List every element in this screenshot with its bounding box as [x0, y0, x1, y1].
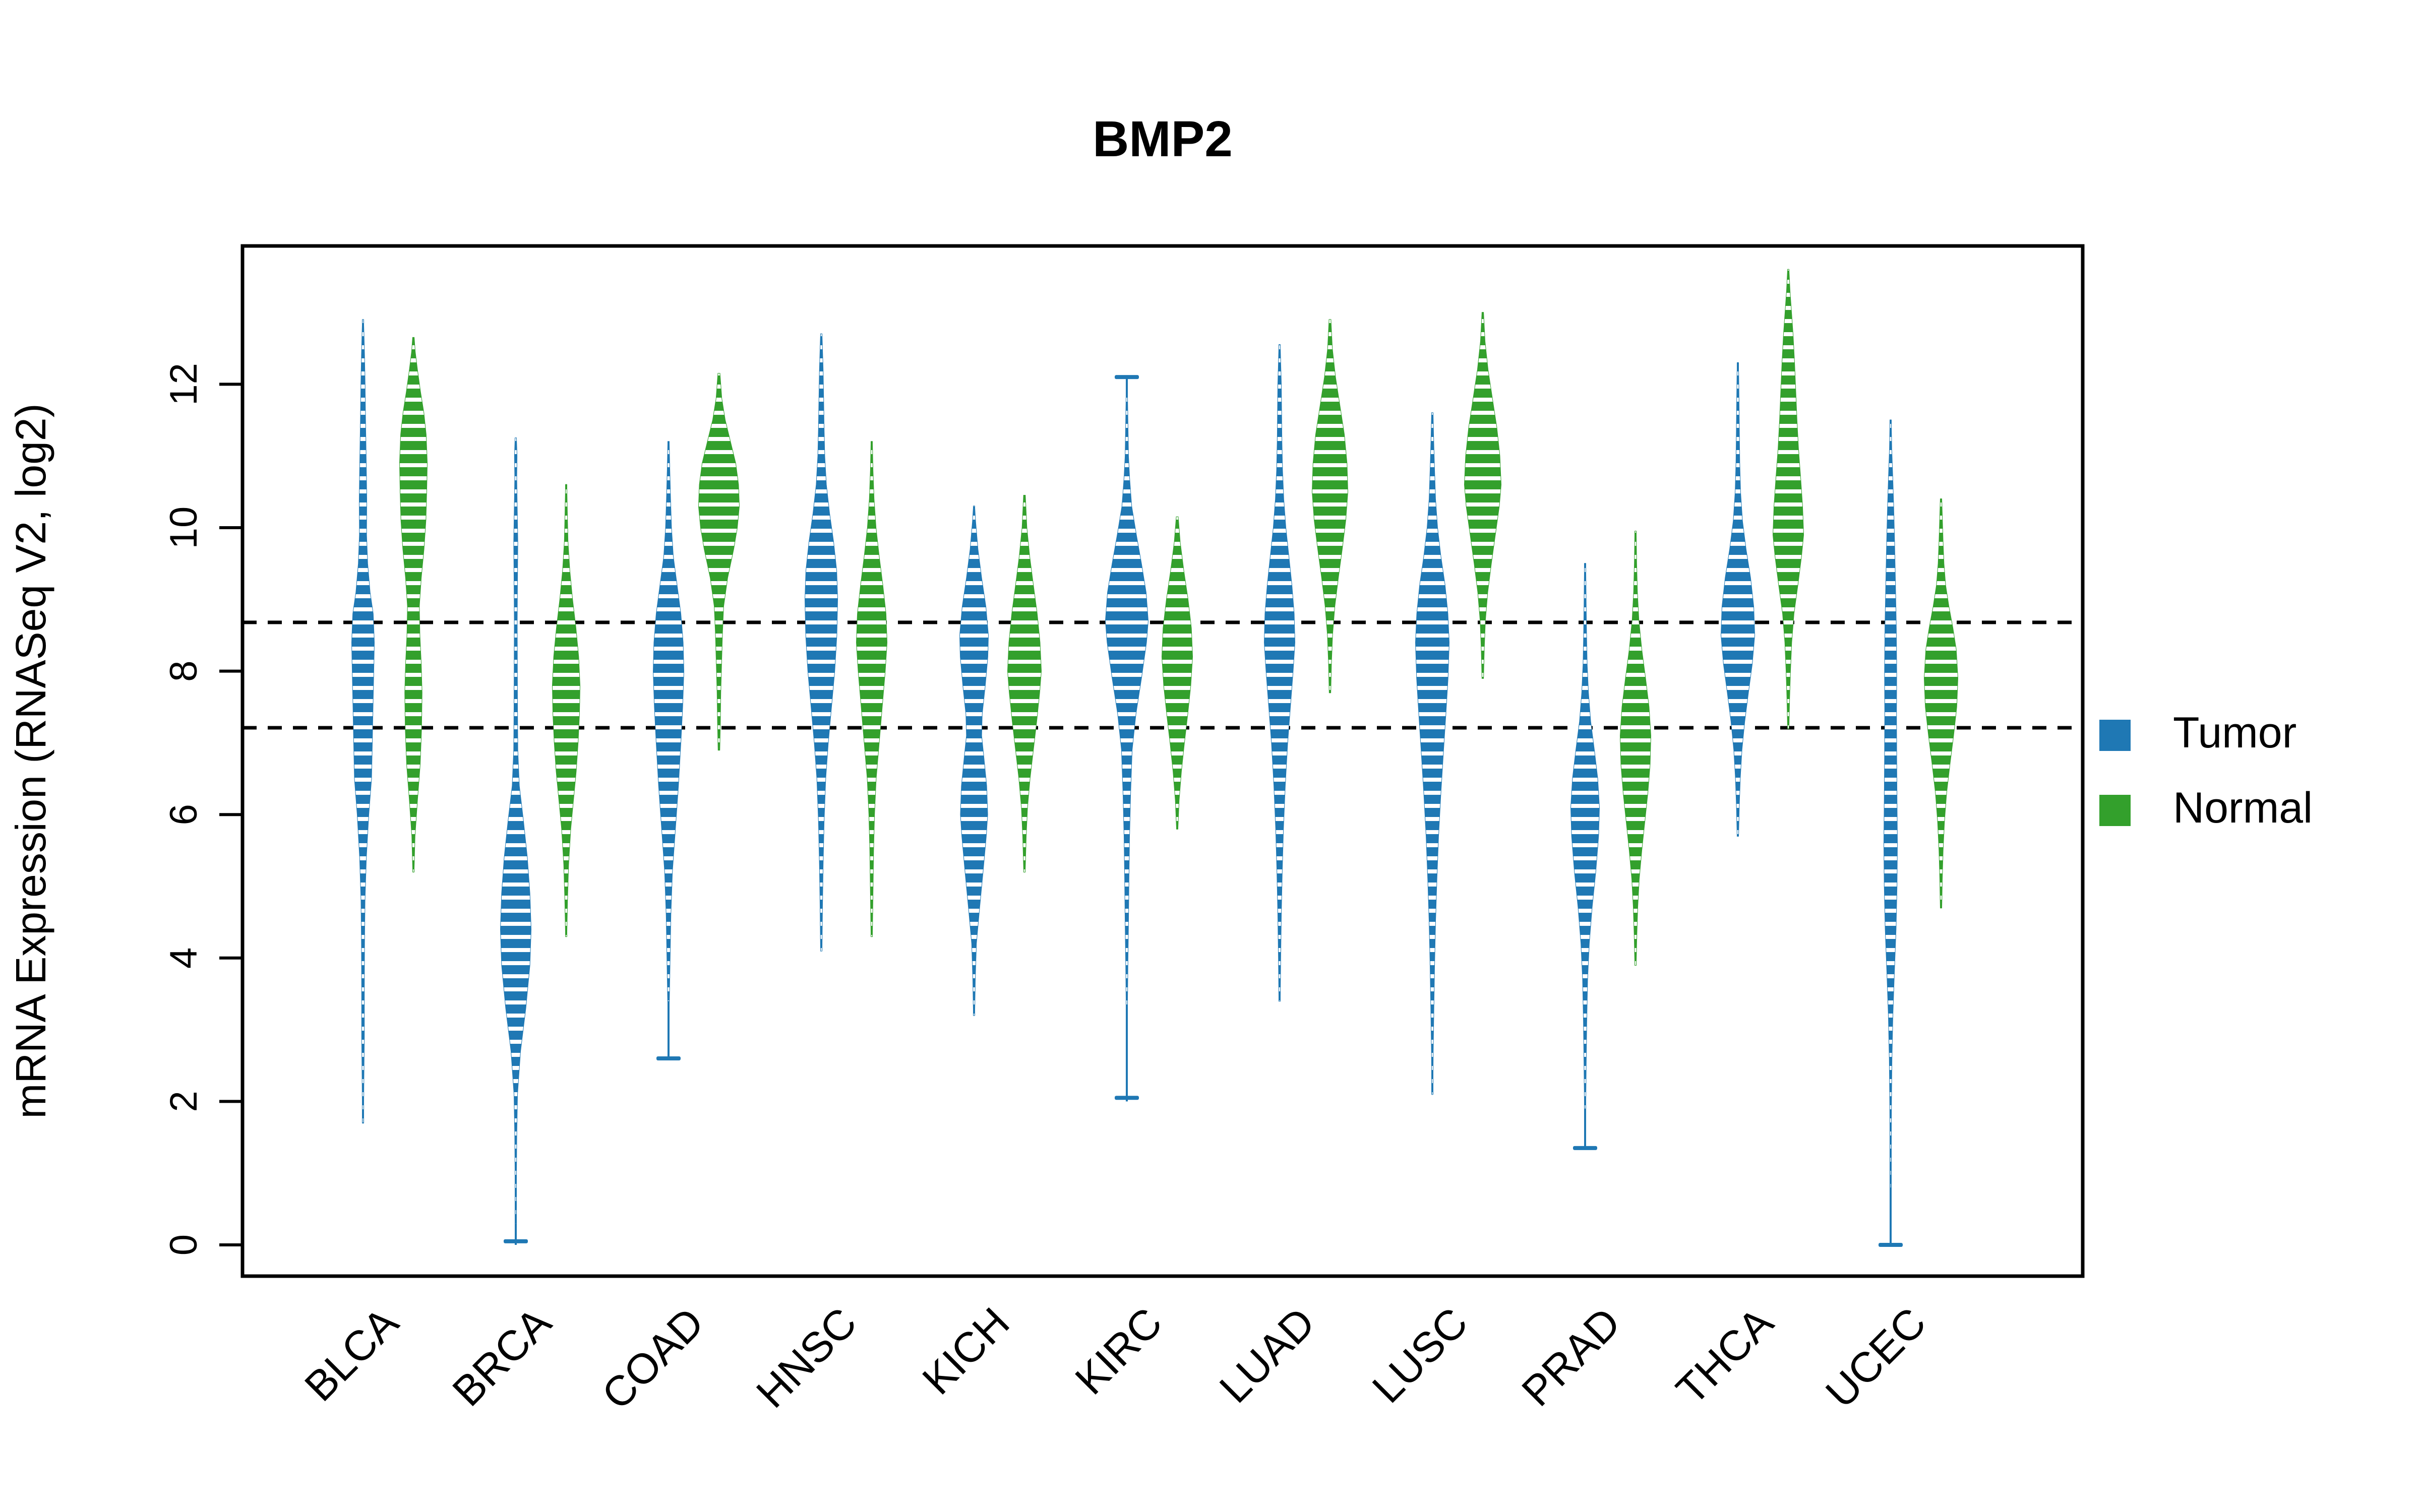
- violin-dash-texture: [1416, 413, 1449, 1095]
- reference-lines: [243, 620, 2083, 730]
- violin-normal-prad: [1619, 531, 1652, 966]
- outlier-dash: [1115, 375, 1139, 380]
- violin-tumor-kich: [959, 506, 989, 1016]
- violin-tumor-coad: [652, 441, 685, 1061]
- violin-tumor-blca: [351, 319, 375, 1124]
- violin-dash-texture: [1571, 563, 1599, 1109]
- chart-title: BMP2: [1093, 111, 1233, 167]
- legend-label-tumor: Tumor: [2173, 709, 2296, 757]
- legend: Tumor Normal: [2099, 709, 2313, 832]
- violin-tumor-brca: [500, 437, 532, 1245]
- violin-tumor-ucec: [1879, 419, 1903, 1247]
- violin-normal-brca: [552, 484, 581, 937]
- violin-dash-texture: [857, 442, 887, 937]
- violin-dash-texture: [1620, 531, 1651, 965]
- y-tick-label: 8: [162, 660, 205, 681]
- violin-normal-kirc: [1161, 516, 1193, 830]
- violin-dash-texture: [1312, 320, 1348, 693]
- violin-tumor-luad: [1263, 344, 1296, 1002]
- y-tick-label: 4: [162, 948, 205, 969]
- y-tick-label: 6: [162, 804, 205, 825]
- violin-dash-texture: [699, 373, 739, 750]
- y-axis: 0 2 4 6 8 10 12: [162, 363, 243, 1255]
- violin-normal-kich: [1007, 495, 1042, 872]
- legend-swatch-normal: [2099, 795, 2131, 826]
- violin-dash-texture: [501, 438, 531, 1224]
- violin-dash-texture: [1264, 345, 1295, 1001]
- violin-dash-texture: [1465, 312, 1501, 678]
- y-axis-label: mRNA Expression (RNASeq V2, log2): [7, 403, 54, 1118]
- violin-normal-hnsc: [856, 441, 888, 937]
- violin-normal-thca: [1772, 269, 1804, 729]
- violin-dash-texture: [1008, 495, 1041, 872]
- violin-normal-blca: [399, 337, 428, 872]
- y-tick-label: 0: [162, 1234, 205, 1255]
- violin-dash-texture: [1924, 499, 1958, 908]
- outlier-dash: [504, 1239, 528, 1243]
- outlier-dash: [656, 1056, 681, 1061]
- violins: [351, 269, 1959, 1247]
- violin-tumor-lusc: [1415, 412, 1450, 1095]
- y-tick-label: 2: [162, 1091, 205, 1112]
- violin-tumor-kirc: [1105, 375, 1149, 1102]
- violin-normal-lusc: [1464, 312, 1502, 679]
- outlier-dash: [1573, 1146, 1597, 1150]
- outlier-dash: [1115, 1096, 1139, 1100]
- violin-dash-texture: [960, 506, 988, 1016]
- plot-box: [240, 244, 2085, 1278]
- violin-dash-texture: [400, 337, 427, 872]
- violin-dash-texture: [1106, 391, 1148, 1009]
- violin-tumor-prad: [1570, 563, 1600, 1150]
- violin-tumor-thca: [1720, 362, 1756, 837]
- violin-dash-texture: [805, 334, 837, 951]
- outlier-dash: [1879, 1243, 1903, 1247]
- violin-dash-texture: [1773, 269, 1803, 729]
- violin-tumor-hnsc: [804, 333, 838, 952]
- violin-dash-texture: [553, 484, 580, 937]
- violin-dash-texture: [1884, 420, 1897, 1188]
- violin-dash-texture: [1721, 362, 1754, 836]
- legend-swatch-tumor: [2099, 720, 2131, 751]
- y-tick-label: 12: [162, 363, 205, 406]
- violin-normal-ucec: [1923, 498, 1959, 909]
- violin-normal-coad: [698, 373, 740, 751]
- legend-label-normal: Normal: [2173, 784, 2313, 832]
- violin-normal-luad: [1311, 319, 1349, 694]
- violin-dash-texture: [1162, 517, 1192, 829]
- y-tick-label: 10: [162, 507, 205, 549]
- violin-dash-texture: [653, 442, 684, 1001]
- violin-dash-texture: [352, 320, 374, 1123]
